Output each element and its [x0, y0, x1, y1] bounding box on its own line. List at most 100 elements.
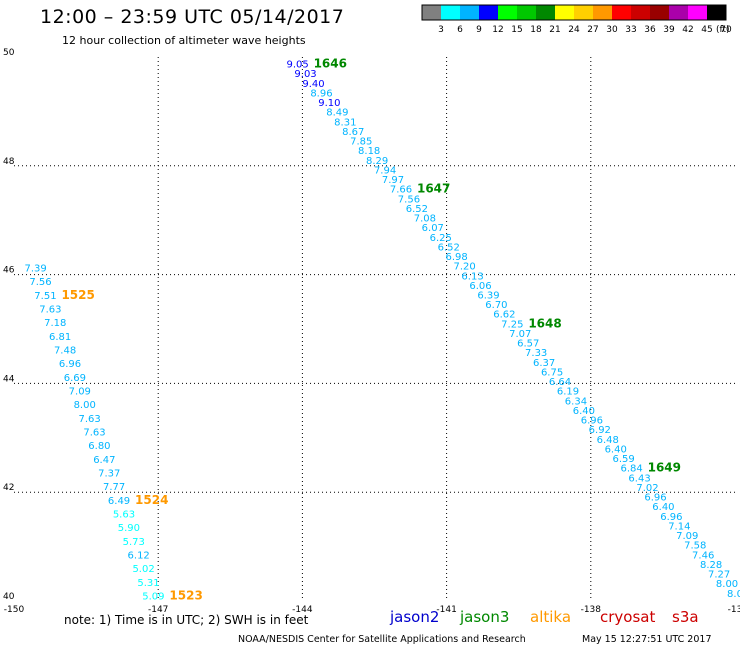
lon-tick-label: -150: [4, 605, 25, 615]
wave-height-value: 7.58: [684, 541, 706, 552]
wave-height-value: 5.90: [118, 523, 140, 534]
wave-height-value: 6.52: [406, 204, 428, 215]
wave-height-value: 7.09: [676, 531, 698, 542]
colorbar-swatch: [441, 5, 460, 20]
wave-height-value: 6.13: [461, 271, 483, 282]
lon-tick-label: -13: [728, 605, 740, 615]
wave-height-value: 8.18: [358, 146, 380, 157]
wave-height-value: 6.43: [628, 473, 650, 484]
wave-height-value: 7.63: [78, 414, 100, 425]
lon-tick-label: -141: [436, 605, 456, 615]
wave-height-value: 6.25: [430, 233, 452, 244]
wave-height-value: 6.96: [581, 416, 603, 427]
wave-height-value: 9.03: [294, 69, 316, 80]
colorbar-frame: [421, 4, 727, 21]
colorbar-swatch: [574, 5, 593, 20]
wave-height-value: 6.34: [565, 396, 587, 407]
colorbar-swatch: [669, 5, 688, 20]
lon-tick-label: -138: [581, 605, 602, 615]
wave-height-value: 5.73: [123, 537, 145, 548]
wave-height-colorbar: 3 6 9 12 15 18 21 24 27 30 33 36 39 42 45 70(ft): [421, 4, 732, 35]
wave-height-value: 6.96: [59, 359, 81, 370]
wave-height-value: 5.31: [137, 578, 159, 589]
colorbar-label: 42: [682, 25, 693, 35]
wave-height-value: 6.81: [49, 332, 71, 343]
wave-height-value: 7.37: [98, 469, 120, 480]
page-title: 12:00 – 23:59 UTC 05/14/2017: [40, 6, 345, 28]
wave-height-value: 8.00: [716, 579, 738, 590]
wave-height-value: 7.20: [453, 262, 475, 273]
wave-height-value: 7.09: [69, 387, 91, 398]
wave-height-value: 6.57: [517, 339, 539, 350]
wave-height-value: 6.80: [88, 441, 110, 452]
wave-height-value: 9.10: [318, 98, 340, 109]
wave-height-value: 7.33: [525, 348, 547, 359]
wave-height-value: 8.67: [342, 127, 364, 138]
colorbar-swatch: [479, 5, 498, 20]
wave-height-value: 7.39: [24, 264, 46, 275]
colorbar-swatch: [612, 5, 631, 20]
wave-height-value: 6.06: [469, 281, 491, 292]
wave-height-value: 7.02: [636, 483, 658, 494]
legend-cryosat: cryosat: [600, 608, 656, 626]
wave-height-value: 7.25: [501, 319, 523, 330]
wave-height-value: 7.56: [29, 277, 51, 288]
wave-height-value: 5.02: [132, 564, 154, 575]
pass-time-label: 1524: [135, 493, 168, 507]
wave-height-value: 6.52: [438, 242, 460, 253]
colorbar-label: 70: [720, 25, 732, 35]
wave-height-value: 6.92: [589, 425, 611, 436]
wave-height-value: 9.05: [286, 60, 308, 71]
wave-height-value: 7.85: [350, 137, 372, 148]
colorbar-label: 39: [663, 25, 675, 35]
wave-height-value: 6.48: [597, 435, 619, 446]
colorbar-swatch: [555, 5, 574, 20]
credit-text: NOAA/NESDIS Center for Satellite Applica…: [238, 634, 526, 645]
legend-jason3: jason3: [460, 608, 510, 626]
wave-height-value: 7.46: [692, 550, 714, 561]
wave-height-value: 8.31: [334, 117, 356, 128]
legend-altika: altika: [530, 608, 572, 626]
wave-height-value: 8.49: [326, 108, 348, 119]
wave-height-value: 8.00: [74, 400, 96, 411]
wave-height-value: 7.63: [83, 428, 105, 439]
legend-s3a: s3a: [672, 608, 699, 626]
lat-tick-label: 50: [3, 48, 15, 58]
colorbar-unit: (ft): [716, 25, 730, 35]
colorbar-label: 36: [644, 25, 656, 35]
colorbar-swatch: [536, 5, 555, 20]
wave-height-value: 7.77: [103, 482, 125, 493]
note-text: note: 1) Time is in UTC; 2) SWH is in fe…: [64, 613, 309, 627]
wave-height-value: 6.70: [485, 300, 507, 311]
wave-height-value: 7.56: [398, 194, 420, 205]
wave-height-value: 5.09: [142, 592, 164, 603]
pass-time-label: 1525: [61, 288, 94, 302]
pass-time-label: 1523: [169, 589, 202, 603]
colorbar-label: 6: [457, 25, 463, 35]
colorbar-swatch: [422, 5, 441, 20]
lat-tick-label: 46: [3, 266, 15, 276]
colorbar-label: 18: [530, 25, 542, 35]
wave-height-value: 7.66: [390, 185, 412, 196]
lat-tick-label: 40: [3, 592, 15, 602]
wave-height-value: 6.07: [422, 223, 444, 234]
colorbar-label: 33: [625, 25, 636, 35]
colorbar-label: 24: [568, 25, 580, 35]
colorbar-swatch: [593, 5, 612, 20]
colorbar-swatch: [460, 5, 479, 20]
colorbar-label: 3: [438, 25, 444, 35]
colorbar-label: 45: [701, 25, 712, 35]
wave-height-value: 6.40: [573, 406, 595, 417]
wave-height-value: 6.40: [652, 502, 674, 513]
legend-jason2: jason2: [390, 608, 440, 626]
wave-height-value: 6.75: [541, 367, 563, 378]
colorbar-label: 15: [511, 25, 522, 35]
wave-height-value: 7.07: [509, 329, 531, 340]
wave-height-value: 6.62: [493, 310, 515, 321]
wave-height-value: 7.63: [39, 305, 61, 316]
wave-height-value: 6.47: [93, 455, 115, 466]
colorbar-label: 27: [587, 25, 598, 35]
wave-height-value: 7.14: [668, 521, 690, 532]
wave-height-value: 6.59: [613, 454, 635, 465]
